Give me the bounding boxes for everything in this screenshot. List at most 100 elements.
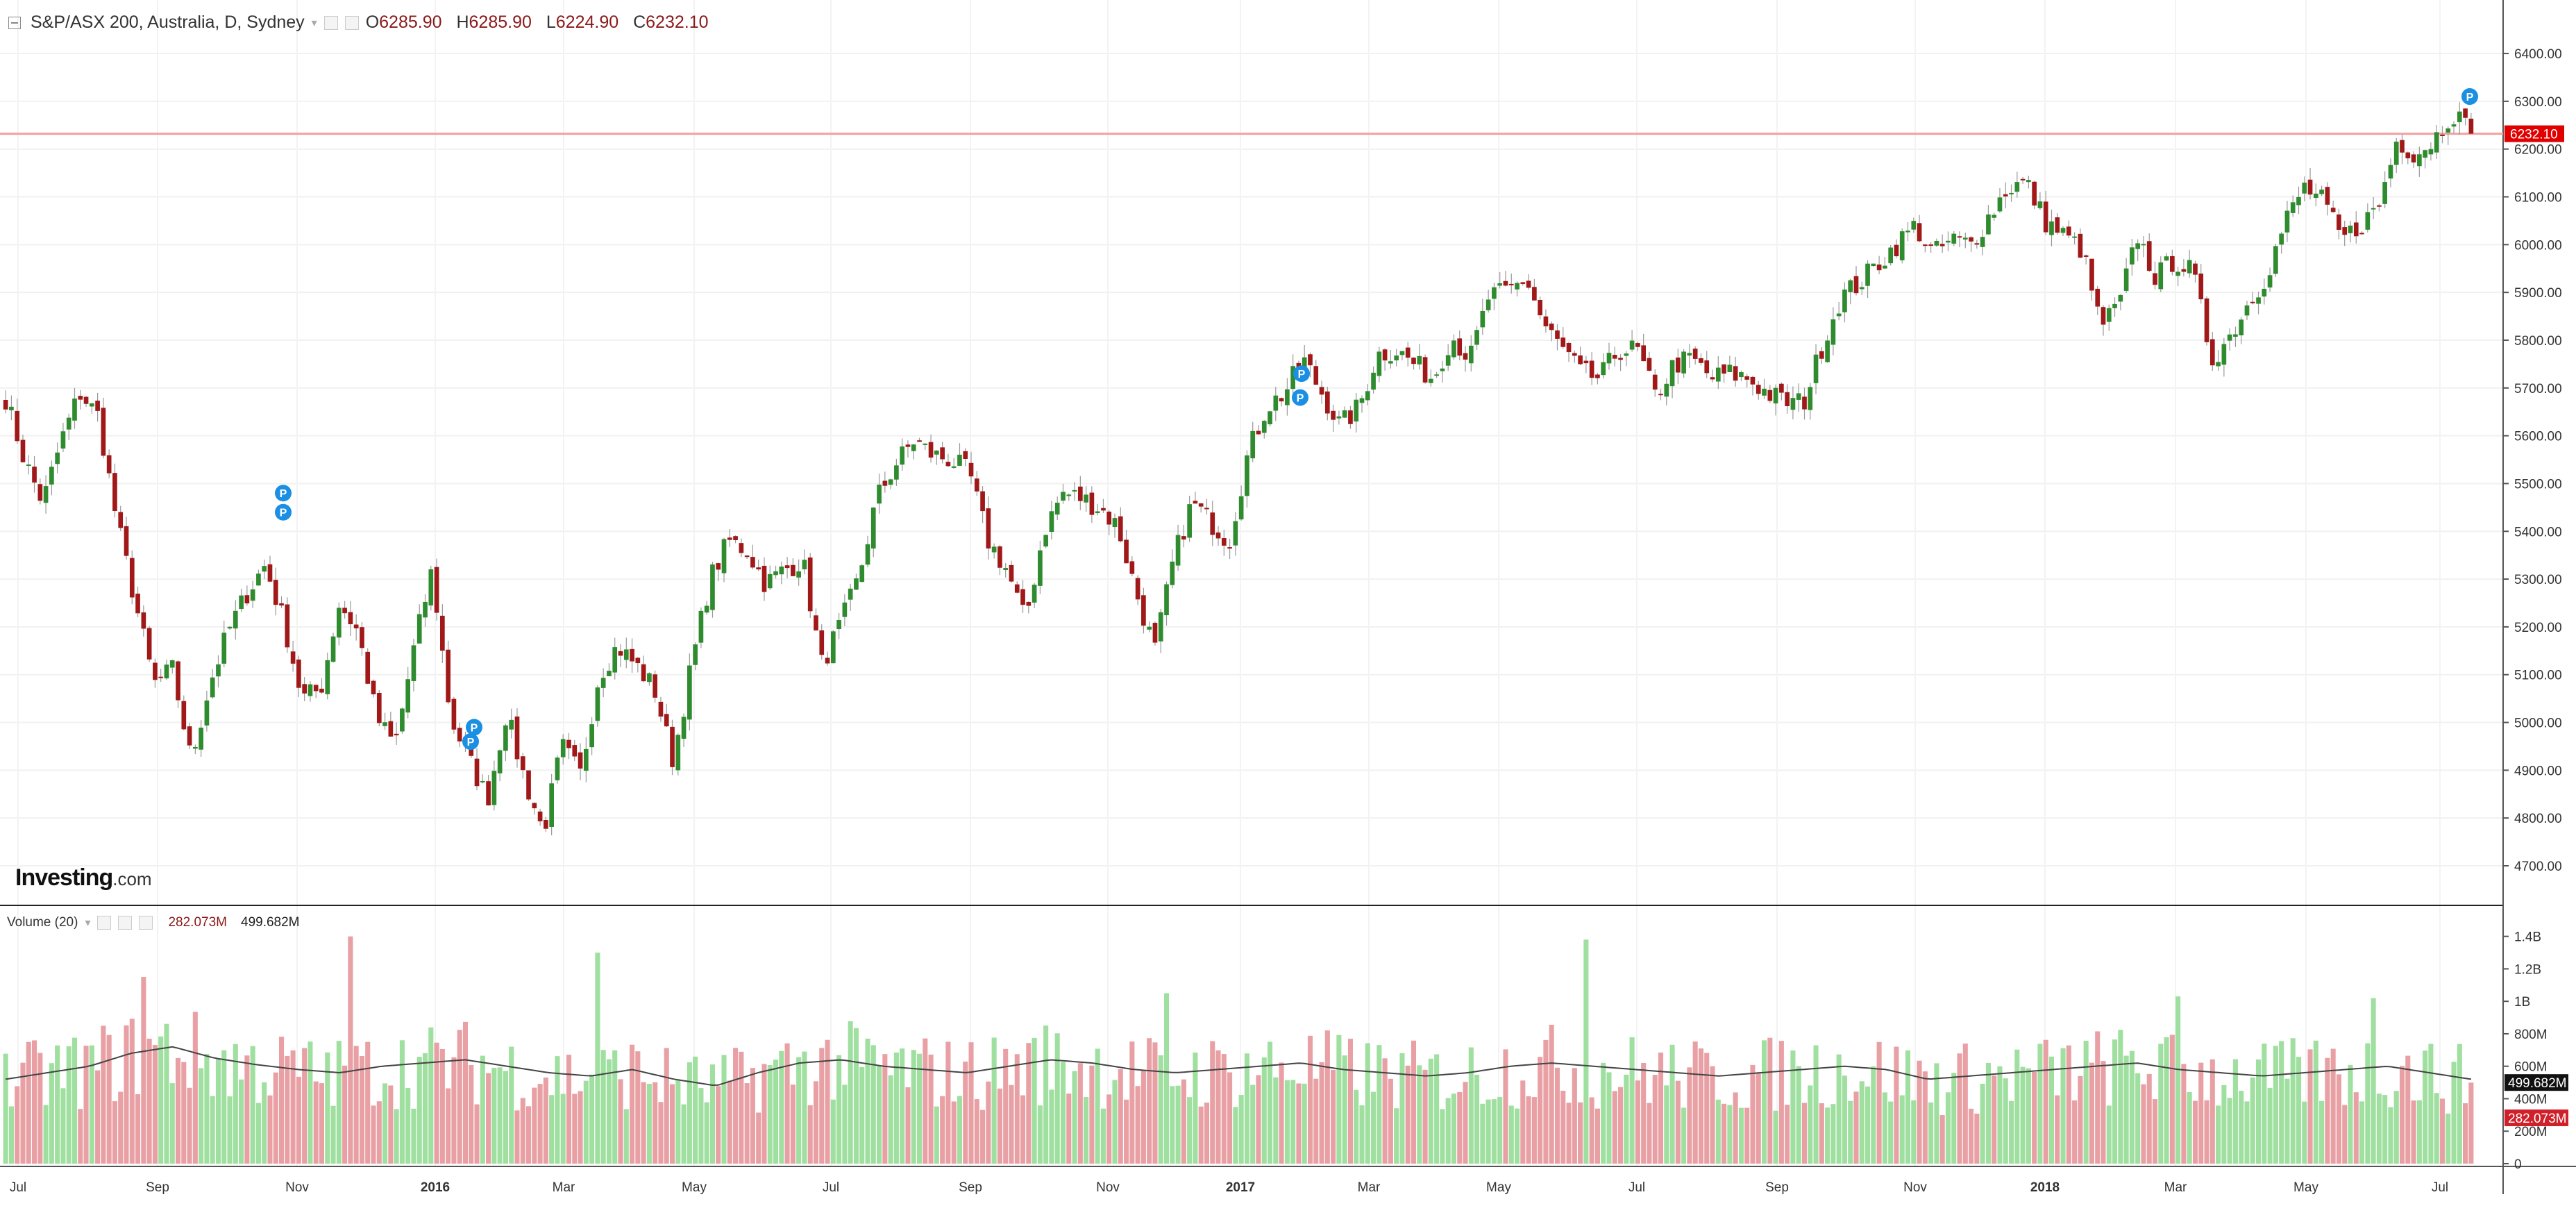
volume-bar [2405, 1055, 2411, 1164]
volume-bar [1147, 1038, 1152, 1164]
collapse-icon[interactable] [8, 16, 21, 29]
settings-icon[interactable] [323, 15, 338, 30]
candle [1043, 535, 1048, 547]
volume-bar [1790, 1050, 1796, 1164]
candle [963, 451, 968, 460]
candle [210, 677, 215, 698]
candle [1549, 324, 1554, 330]
candle [1072, 489, 1077, 492]
volume-bar [1842, 1075, 1847, 1164]
candle [26, 464, 31, 467]
volume-bar [2330, 1048, 2336, 1164]
candle [980, 491, 985, 512]
candle [1957, 236, 1962, 238]
candle [446, 649, 451, 703]
candle [3, 400, 8, 410]
candle [1767, 390, 1773, 401]
volume-bar [66, 1046, 71, 1164]
event-marker[interactable] [1293, 365, 1310, 383]
volume-bar [2428, 1044, 2434, 1164]
event-marker[interactable] [2461, 87, 2478, 105]
volume-bar [2342, 1105, 2348, 1164]
volume-bar [1888, 1101, 1894, 1164]
candle [1813, 354, 1819, 383]
event-marker[interactable] [1292, 389, 1308, 406]
volume-bar [716, 1086, 721, 1164]
chevron-down-icon[interactable]: ▾ [85, 917, 91, 929]
volume-bar [2232, 1059, 2238, 1164]
event-marker[interactable] [275, 503, 292, 521]
volume-bar [43, 1105, 49, 1164]
volume-bar [2209, 1059, 2215, 1164]
investing-logo: Investing.com [15, 864, 152, 891]
event-marker[interactable] [466, 719, 482, 736]
candle [15, 410, 20, 442]
candle [353, 624, 359, 629]
volume-bar [1037, 1105, 1043, 1164]
volume-bar [951, 1101, 957, 1164]
price-axis[interactable]: 6400.00 6300.00 6200.00 6100.00 6000.00 5900.… [2503, 47, 2562, 874]
candle [2262, 288, 2267, 297]
volume-bar [1612, 1091, 1617, 1164]
settings-icon[interactable] [97, 916, 112, 930]
candle [1962, 237, 1968, 240]
candle [572, 745, 578, 757]
candle [1555, 330, 1560, 339]
candle [600, 678, 606, 688]
price-candles[interactable] [3, 102, 2474, 836]
volume-bar [187, 1087, 192, 1164]
volume-bar [1170, 1086, 1175, 1164]
candle [89, 403, 94, 407]
volume-bar [963, 1061, 968, 1164]
candle [968, 462, 974, 477]
event-marker[interactable] [275, 485, 292, 502]
last-price-badge [2505, 125, 2564, 142]
candle [1215, 532, 1221, 539]
candle [664, 714, 669, 727]
candle [526, 770, 531, 800]
volume-bar [285, 1055, 290, 1164]
volume-bar [825, 1039, 830, 1164]
hide-icon[interactable] [118, 916, 133, 930]
candle [250, 589, 255, 601]
volume-bar [227, 1096, 233, 1164]
volume-bar [2101, 1061, 2106, 1164]
candle [2146, 241, 2152, 271]
volume-bar [566, 1055, 572, 1164]
close-icon[interactable] [139, 916, 153, 930]
volume-bar [1221, 1054, 1227, 1164]
volume-bar [1865, 1086, 1871, 1164]
volume-bar [1359, 1105, 1365, 1164]
candle [1480, 310, 1485, 328]
event-marker[interactable] [462, 733, 479, 751]
volume-bar [1560, 1090, 1566, 1164]
volume-bar [376, 1101, 382, 1164]
volume-bar [1715, 1099, 1721, 1164]
volume-bar [2267, 1087, 2273, 1164]
volume-bar [1440, 1109, 1445, 1164]
time-tick-label: May [682, 1180, 707, 1195]
candle [1227, 547, 1232, 549]
chevron-down-icon[interactable]: ▾ [311, 17, 317, 29]
candle [2083, 255, 2089, 257]
time-tick-label: Nov [285, 1180, 309, 1195]
volume-bar [1331, 1069, 1336, 1164]
candle [917, 440, 922, 442]
volume-bars [3, 936, 2474, 1164]
candle [1038, 550, 1043, 586]
candle [1365, 391, 1370, 401]
time-axis[interactable]: Jul Sep Nov 2016 Mar May Jul Sep Nov 2017 Mar May Ju… [10, 1180, 2448, 1195]
hide-icon[interactable] [344, 15, 359, 30]
volume-bar [2020, 1066, 2026, 1164]
candle [376, 692, 382, 723]
candle [773, 571, 778, 576]
candle [199, 728, 203, 750]
candle [612, 647, 618, 673]
candle [1009, 564, 1014, 582]
volume-bar [2255, 1059, 2262, 1164]
volume-axis[interactable]: 1.4B 1.2B 1B 800M 600M 400M 200M 0 [2503, 930, 2548, 1172]
candle [267, 564, 273, 582]
candle [877, 484, 882, 504]
